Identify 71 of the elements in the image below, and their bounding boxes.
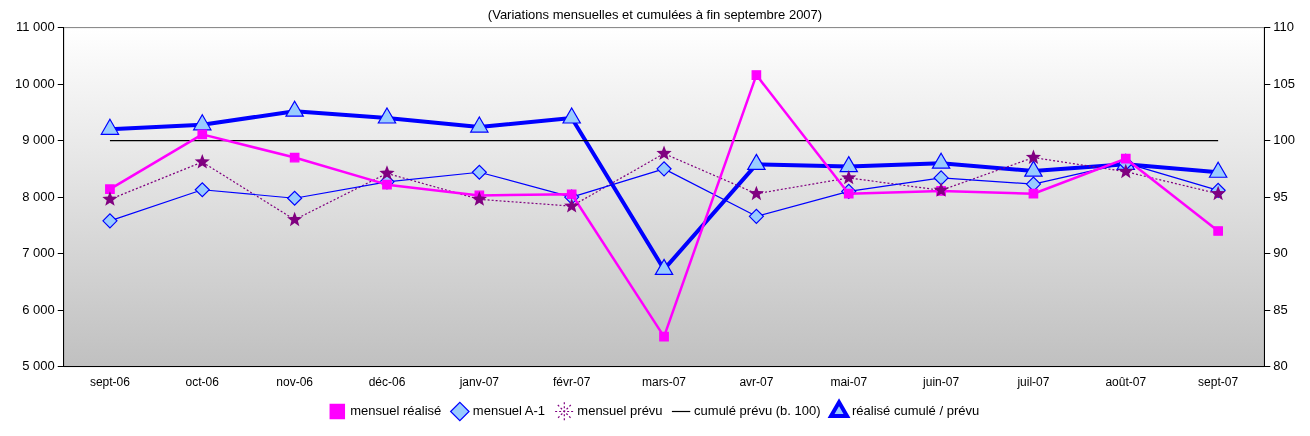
point bbox=[105, 184, 115, 195]
point bbox=[656, 145, 672, 161]
point bbox=[751, 70, 762, 80]
chart-title: (Variations mensuelles et cumulées à fin septembre 2007) bbox=[487, 7, 823, 23]
point bbox=[933, 182, 949, 197]
point bbox=[656, 161, 672, 177]
point bbox=[102, 191, 118, 206]
x-tick-label: sept-06 bbox=[89, 375, 131, 390]
point bbox=[562, 107, 581, 124]
y2-tick-label: 90 bbox=[1273, 245, 1288, 261]
x-tick-label: août-07 bbox=[1105, 375, 1147, 390]
legend-label: réalisé cumulé / prévu bbox=[852, 403, 980, 419]
y-tick-label: 6 000 bbox=[22, 301, 55, 317]
point bbox=[1024, 160, 1043, 177]
point bbox=[197, 129, 208, 140]
x-tick-label: févr-07 bbox=[553, 375, 591, 390]
x-tick-label: juil-07 bbox=[1016, 375, 1050, 390]
point bbox=[748, 208, 764, 224]
point bbox=[470, 116, 489, 133]
y-tick-label: 7 000 bbox=[22, 245, 55, 261]
x-tick-label: oct-06 bbox=[185, 375, 220, 390]
x-tick-label: mars-07 bbox=[642, 375, 687, 390]
point bbox=[471, 164, 487, 180]
point bbox=[933, 170, 949, 186]
x-tick-label: mai-07 bbox=[830, 375, 868, 390]
y2-tick-label: 85 bbox=[1273, 301, 1288, 317]
point bbox=[841, 169, 857, 185]
point bbox=[1213, 226, 1223, 236]
point bbox=[287, 211, 303, 227]
point bbox=[654, 258, 674, 276]
point bbox=[289, 152, 300, 163]
point bbox=[564, 198, 580, 213]
point bbox=[839, 155, 858, 173]
x-tick-label: juin-07 bbox=[922, 375, 960, 390]
point bbox=[471, 191, 487, 206]
point bbox=[285, 100, 304, 117]
x-tick-label: déc-06 bbox=[368, 375, 406, 390]
legend-label: mensuel prévu bbox=[577, 403, 663, 419]
y-tick-label: 5 000 bbox=[22, 358, 55, 374]
y-tick-label: 8 000 bbox=[22, 188, 55, 204]
x-tick-label: avr-07 bbox=[739, 375, 774, 390]
legend-label: mensuel A-1 bbox=[472, 403, 546, 419]
point bbox=[931, 152, 951, 169]
point bbox=[1028, 188, 1039, 199]
y-tick-label: 10 000 bbox=[15, 75, 55, 91]
x-tick-label: janv-07 bbox=[458, 375, 500, 390]
point bbox=[287, 190, 303, 206]
point bbox=[1025, 149, 1042, 165]
y2-tick-label: 100 bbox=[1273, 132, 1296, 148]
legend-label: cumulé prévu (b. 100) bbox=[694, 403, 821, 419]
point bbox=[1208, 161, 1228, 178]
y2-tick-label: 105 bbox=[1273, 75, 1296, 91]
point bbox=[193, 114, 212, 131]
point bbox=[379, 165, 395, 180]
y-tick-label: 11 000 bbox=[15, 19, 55, 35]
x-tick-label: sept-07 bbox=[1198, 375, 1239, 390]
y2-tick-label: 95 bbox=[1273, 188, 1288, 204]
legend-label: mensuel réalisé bbox=[350, 403, 442, 419]
point bbox=[377, 107, 397, 124]
point bbox=[194, 154, 210, 169]
point bbox=[1118, 163, 1134, 179]
point bbox=[194, 182, 210, 198]
point bbox=[100, 118, 120, 135]
point bbox=[659, 331, 669, 342]
point bbox=[747, 153, 766, 170]
point bbox=[102, 213, 118, 229]
y-tick-label: 9 000 bbox=[22, 132, 55, 148]
y2-tick-label: 110 bbox=[1273, 19, 1295, 35]
x-tick-label: nov-06 bbox=[276, 375, 314, 390]
y2-tick-label: 80 bbox=[1273, 358, 1288, 374]
point bbox=[748, 185, 764, 201]
